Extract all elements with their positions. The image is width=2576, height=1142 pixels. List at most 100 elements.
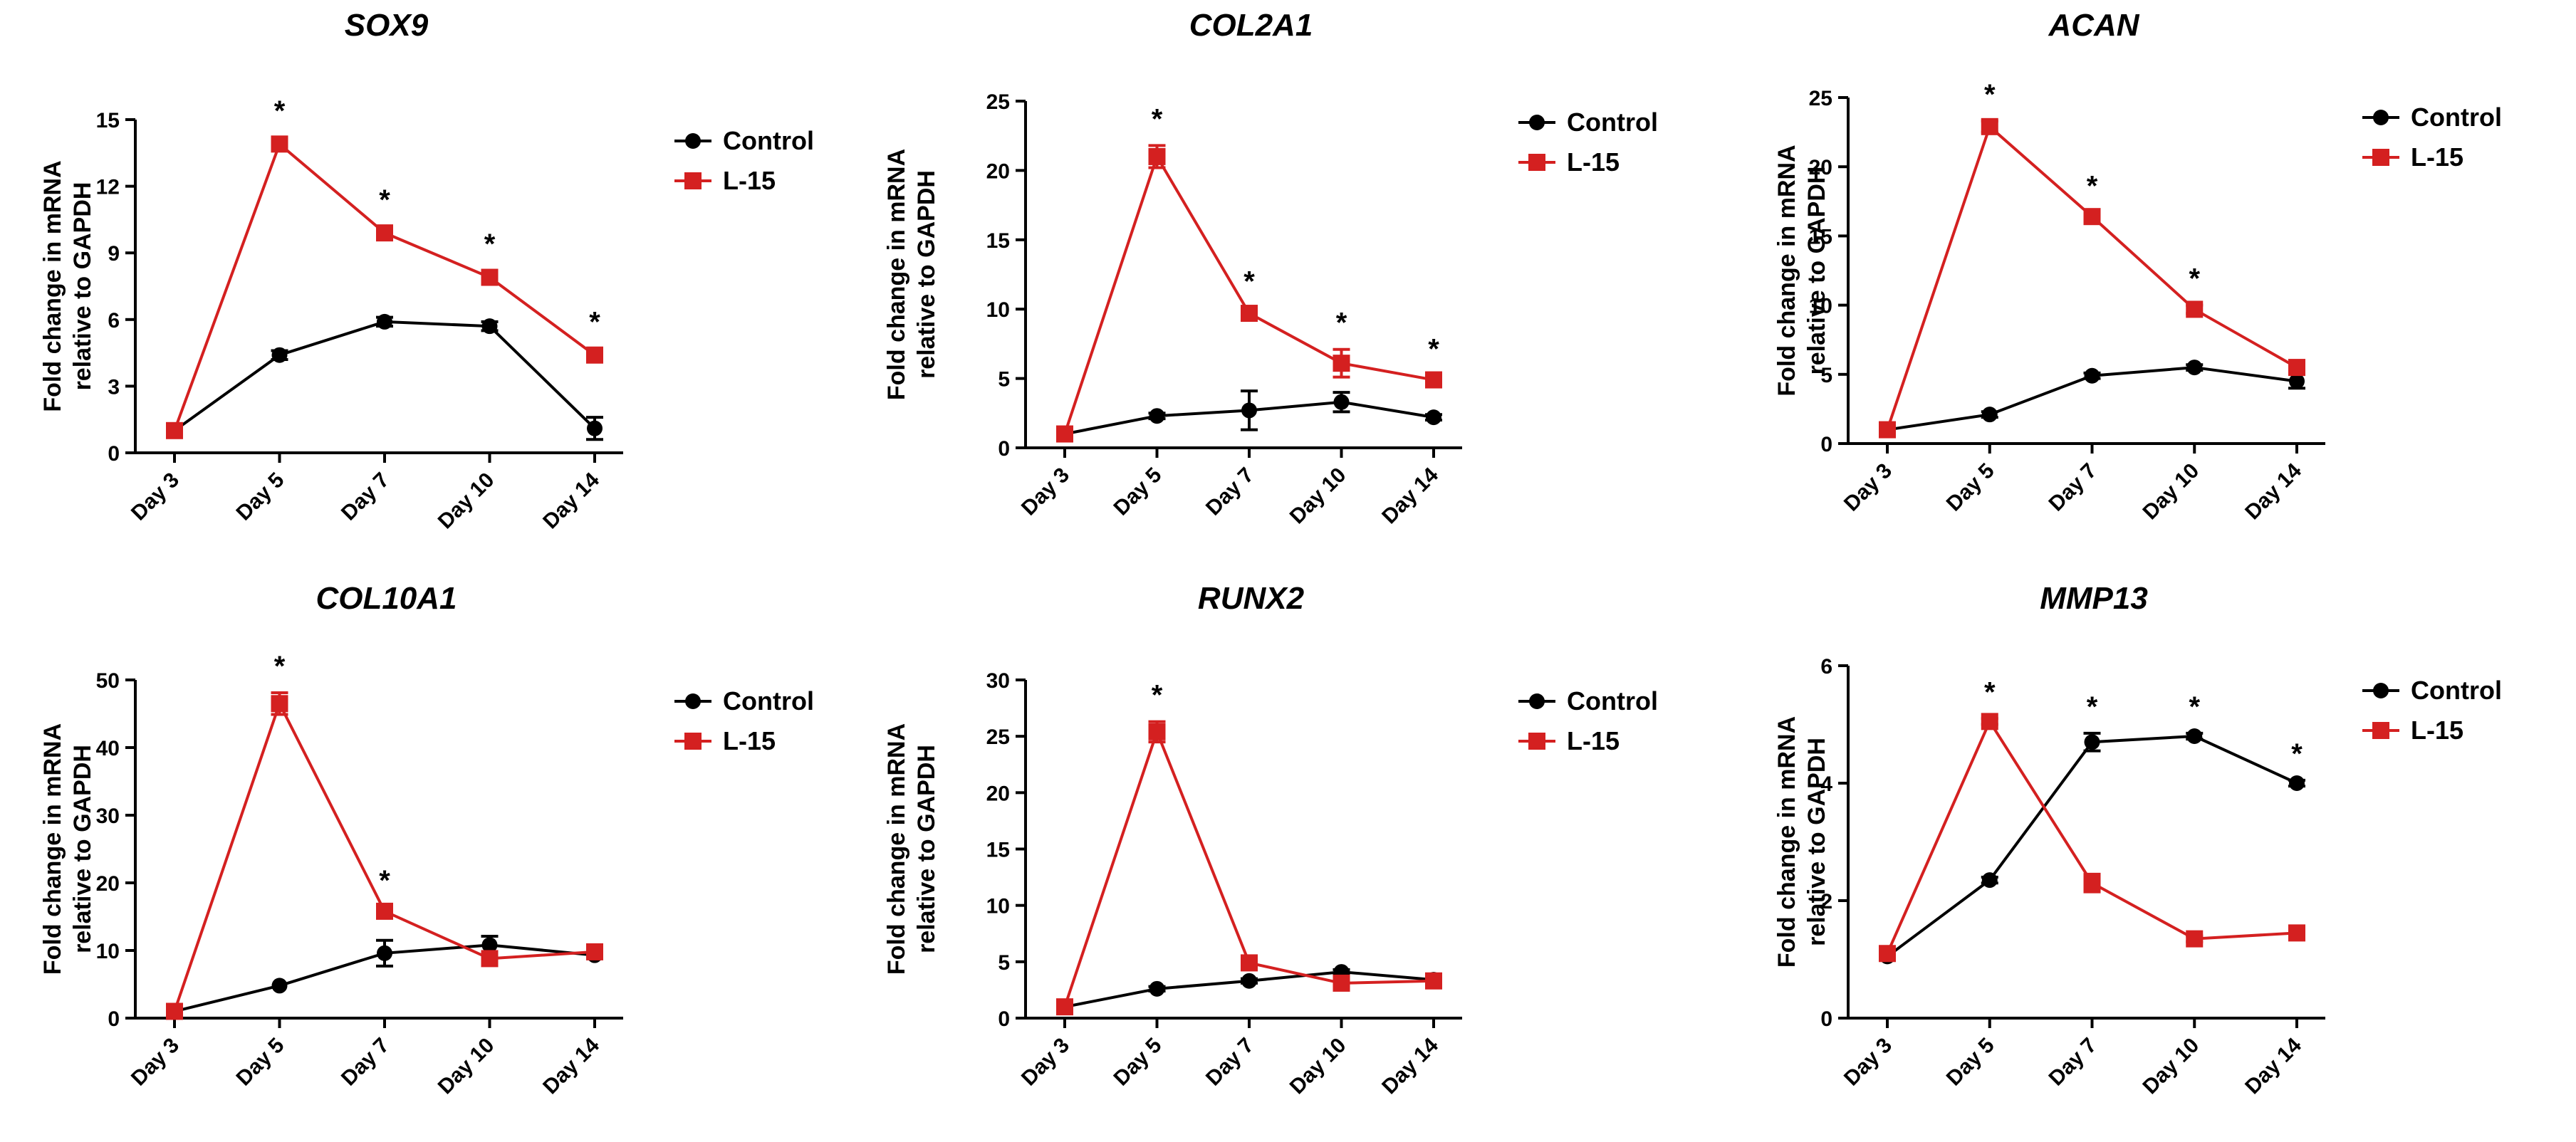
data-point-l15: [2083, 874, 2101, 892]
y-axis-label-line: Fold change in mRNA: [1773, 145, 1800, 396]
y-tick-label: 5: [1820, 364, 1832, 387]
legend-marker-l15: [684, 172, 702, 189]
y-tick-label: 0: [1820, 433, 1832, 456]
data-point-l15: [376, 902, 393, 920]
significance-marker: *: [274, 95, 286, 127]
x-tick-label: Day 3: [1017, 1034, 1074, 1091]
chart-panel-runx2: RUNX2 Fold change in mRNA relative to GAPD…: [883, 581, 1658, 1099]
y-axis-label: Fold change in mRNA relative to GAPDH: [39, 160, 96, 412]
y-tick-label: 40: [96, 737, 120, 760]
data-point-l15: [1333, 974, 1350, 992]
y-tick-label: 20: [96, 872, 120, 896]
y-tick-label: 3: [108, 375, 120, 399]
y-axis-label-line: relative to GAPDH: [69, 745, 96, 953]
significance-marker: *: [1152, 680, 1163, 711]
x-tick-label: Day 7: [2045, 459, 2102, 516]
y-tick-label: 25: [1809, 87, 1832, 110]
y-axis-label-line: Fold change in mRNA: [39, 723, 66, 975]
data-point-control: [1333, 394, 1350, 410]
chart-panel-sox9: SOX9 Fold change in mRNA relative to GAPDH…: [39, 8, 814, 533]
y-tick-label: 25: [986, 90, 1010, 114]
x-tick-label: Day 3: [1840, 1034, 1897, 1091]
y-axis-label-line: Fold change in mRNA: [883, 723, 910, 975]
x-tick-label: Day 7: [1201, 463, 1258, 520]
data-point-control: [2084, 367, 2100, 384]
legend-label: L-15: [723, 166, 776, 195]
y-axis-label-line: relative to GAPDH: [913, 745, 940, 953]
y-tick-label: 0: [998, 1007, 1010, 1031]
legend-label: Control: [723, 686, 814, 716]
y-tick-label: 9: [108, 242, 120, 266]
x-tick-label: Day 10: [434, 468, 499, 534]
significance-marker: *: [1428, 334, 1439, 365]
x-tick-label: Day 5: [1110, 463, 1167, 520]
data-point-l15: [1981, 713, 1998, 730]
data-point-control: [1149, 408, 1165, 424]
y-tick-label: 10: [986, 298, 1010, 322]
data-point-control: [377, 945, 392, 961]
y-tick-label: 0: [108, 1007, 120, 1031]
significance-marker: *: [2087, 170, 2098, 201]
y-axis-label: Fold change in mRNA relative to GAPDH: [883, 723, 940, 975]
significance-marker: *: [1243, 266, 1255, 297]
y-tick-label: 20: [986, 782, 1010, 805]
data-point-control: [2084, 734, 2100, 750]
chart-panel-col10a1: COL10A1 Fold change in mRNA relative to GA…: [39, 581, 814, 1099]
x-tick-label: Day 5: [232, 1034, 289, 1091]
data-point-l15: [1148, 723, 1166, 740]
data-point-l15: [2186, 300, 2204, 318]
significance-marker: *: [2291, 738, 2303, 770]
y-tick-label: 0: [998, 437, 1010, 461]
data-point-control: [1149, 980, 1165, 997]
data-point-l15: [1056, 425, 1073, 443]
data-point-control: [1981, 407, 1998, 423]
data-point-control: [2186, 728, 2203, 744]
data-point-l15: [481, 950, 499, 968]
y-tick-label: 4: [1820, 772, 1832, 796]
x-tick-label: Day 5: [232, 468, 289, 525]
legend-label: Control: [2411, 676, 2502, 705]
x-tick-label: Day 10: [1286, 463, 1351, 529]
legend-marker-l15: [2372, 722, 2389, 739]
data-point-l15: [1981, 117, 1998, 135]
y-tick-label: 20: [1809, 156, 1832, 179]
data-point-l15: [1148, 147, 1166, 165]
y-tick-label: 15: [1809, 225, 1832, 248]
x-tick-label: Day 14: [2241, 1033, 2306, 1099]
x-tick-label: Day 5: [1942, 459, 1999, 516]
significance-marker: *: [484, 229, 496, 260]
significance-marker: *: [1984, 79, 1996, 110]
data-point-l15: [2288, 359, 2305, 377]
legend-marker-control: [685, 133, 701, 149]
x-tick-label: Day 5: [1110, 1034, 1167, 1091]
data-point-l15: [271, 695, 288, 713]
y-tick-label: 5: [998, 368, 1010, 392]
x-tick-label: Day 7: [1201, 1034, 1258, 1091]
significance-marker: *: [1336, 308, 1347, 339]
legend-label: L-15: [2411, 142, 2463, 172]
legend-label: Control: [2411, 103, 2502, 132]
data-point-l15: [586, 346, 603, 364]
y-tick-label: 20: [986, 159, 1010, 183]
significance-marker: *: [2189, 691, 2200, 723]
y-tick-label: 6: [1820, 655, 1832, 679]
chart-title: ACAN: [2048, 8, 2139, 43]
x-tick-label: Day 3: [1017, 463, 1074, 520]
data-point-control: [1426, 409, 1441, 426]
data-point-control: [1241, 973, 1257, 989]
data-point-l15: [1425, 371, 1442, 389]
y-tick-label: 15: [96, 109, 120, 132]
data-point-control: [587, 420, 603, 436]
chart-title: COL10A1: [316, 581, 457, 616]
y-tick-label: 6: [108, 309, 120, 332]
x-tick-label: Day 14: [538, 468, 604, 533]
legend-marker-l15: [1528, 154, 1545, 171]
significance-marker: *: [379, 184, 390, 216]
significance-marker: *: [274, 651, 286, 682]
y-axis-label-line: relative to GAPDH: [1803, 738, 1830, 946]
x-tick-label: Day 10: [434, 1034, 499, 1099]
y-axis-label-line: relative to GAPDH: [69, 182, 96, 391]
data-point-l15: [166, 1002, 183, 1020]
x-tick-label: Day 7: [337, 1034, 394, 1091]
